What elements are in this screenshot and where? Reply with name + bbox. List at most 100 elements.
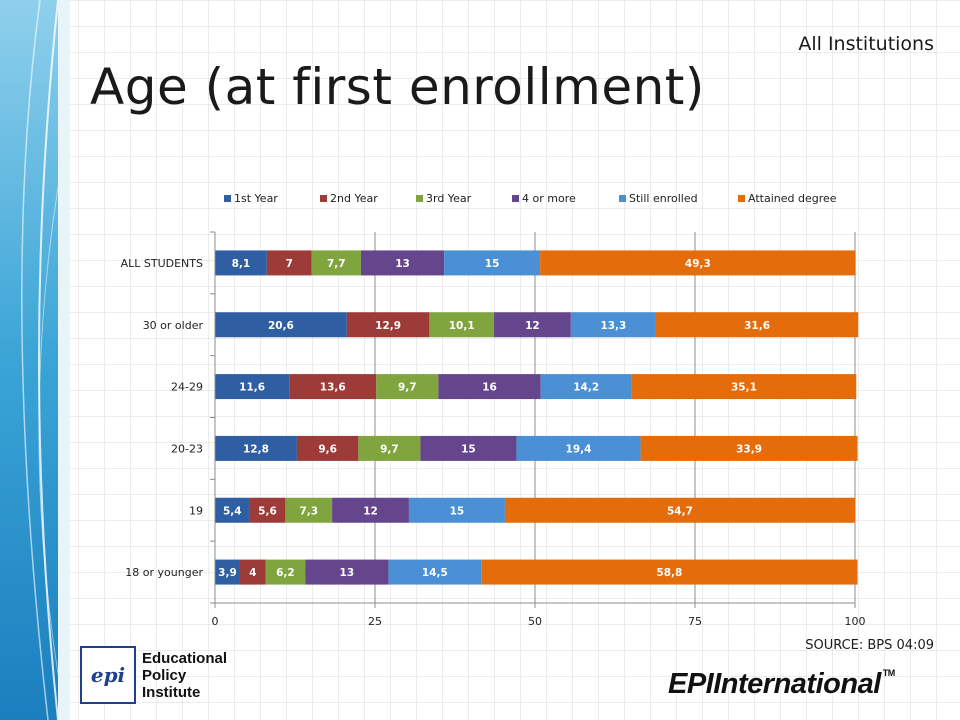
bar-label-0-2: 7,7 — [327, 258, 346, 270]
legend-label-0: 1st Year — [234, 192, 278, 205]
bar-3-4 — [516, 435, 641, 461]
legend-swatch-2 — [416, 195, 423, 202]
bar-0-5 — [540, 250, 856, 276]
bar-4-5 — [504, 497, 855, 523]
x-tick-label-1: 25 — [368, 615, 382, 628]
bar-2-0 — [215, 374, 290, 400]
bar-label-5-1: 4 — [249, 567, 256, 579]
legend-label-4: Still enrolled — [629, 192, 698, 205]
left-decorative-band — [0, 0, 70, 720]
bar-label-2-3: 16 — [482, 382, 497, 394]
bar-label-2-1: 13,6 — [320, 382, 346, 394]
bar-3-1 — [296, 435, 359, 461]
bar-1-4 — [570, 312, 656, 338]
bar-label-3-5: 33,9 — [736, 443, 762, 455]
bar-label-5-4: 14,5 — [422, 567, 448, 579]
category-label-2: 24-29 — [171, 381, 203, 394]
legend-swatch-3 — [512, 195, 519, 202]
epi-mark-icon: epi — [80, 646, 136, 704]
bar-label-1-3: 12 — [525, 320, 540, 332]
bar-label-1-4: 13,3 — [600, 320, 626, 332]
bar-label-0-4: 15 — [485, 258, 500, 270]
bar-1-0 — [215, 312, 347, 338]
bar-label-1-2: 10,1 — [449, 320, 475, 332]
bar-label-1-5: 31,6 — [744, 320, 770, 332]
bar-0-3 — [360, 250, 445, 276]
bar-1-2 — [429, 312, 495, 338]
bar-label-0-1: 7 — [286, 258, 293, 270]
bar-label-3-0: 12,8 — [243, 443, 269, 455]
bar-2-4 — [540, 374, 632, 400]
bar-label-1-0: 20,6 — [268, 320, 294, 332]
x-tick-label-2: 50 — [528, 615, 542, 628]
x-tick-label-0: 0 — [212, 615, 219, 628]
legend-swatch-5 — [738, 195, 745, 202]
bar-5-2 — [265, 559, 306, 585]
chart-legend: 1st Year 2nd Year 3rd Year 4 or more Still e… — [224, 192, 837, 205]
bar-5-4 — [388, 559, 482, 585]
bar-label-0-0: 8,1 — [232, 258, 251, 270]
educational-policy-institute-logo: epi Educational Policy Institute — [80, 646, 230, 706]
bar-1-3 — [494, 312, 571, 338]
epi-script-icon: epi — [91, 663, 125, 687]
bar-2-2 — [376, 374, 439, 400]
bar-label-3-2: 9,7 — [380, 443, 399, 455]
legend-label-1: 2nd Year — [330, 192, 378, 205]
bar-3-0 — [215, 435, 297, 461]
bar-0-1 — [266, 250, 312, 276]
trademark-mark: TM — [882, 668, 896, 678]
legend-label-3: 4 or more — [522, 192, 576, 205]
bar-4-1 — [249, 497, 286, 523]
category-label-4: 19 — [189, 504, 203, 517]
x-tick-label-3: 75 — [688, 615, 702, 628]
bar-label-2-4: 14,2 — [573, 382, 599, 394]
bar-5-5 — [481, 559, 858, 585]
bar-label-2-0: 11,6 — [239, 382, 265, 394]
bar-label-4-5: 54,7 — [667, 505, 693, 517]
bar-0-2 — [311, 250, 361, 276]
legend-label-5: Attained degree — [748, 192, 837, 205]
bar-3-2 — [358, 435, 421, 461]
bar-5-0 — [215, 559, 240, 585]
bar-0-4 — [444, 250, 541, 276]
bar-2-1 — [289, 374, 377, 400]
epi-international-wordmark: EPIInternational — [668, 668, 881, 700]
x-tick-label-4: 100 — [845, 615, 866, 628]
bar-0-0 — [215, 250, 267, 276]
bar-1-1 — [346, 312, 430, 338]
bar-label-4-2: 7,3 — [299, 505, 318, 517]
bar-label-2-5: 35,1 — [731, 382, 757, 394]
legend-swatch-1 — [320, 195, 327, 202]
bar-label-3-1: 9,6 — [318, 443, 337, 455]
bar-label-5-2: 6,2 — [276, 567, 295, 579]
bar-label-5-0: 3,9 — [218, 567, 237, 579]
bar-4-0 — [215, 497, 250, 523]
bar-3-3 — [420, 435, 517, 461]
bar-label-5-3: 13 — [340, 567, 355, 579]
bar-5-1 — [239, 559, 266, 585]
bar-label-5-5: 58,8 — [656, 567, 682, 579]
bar-label-1-1: 12,9 — [375, 320, 401, 332]
category-label-1: 30 or older — [143, 319, 204, 332]
legend-swatch-0 — [224, 195, 231, 202]
epi-mark-text: epi — [91, 663, 125, 687]
bar-label-0-3: 13 — [395, 258, 410, 270]
bar-4-2 — [285, 497, 333, 523]
bar-2-5 — [631, 374, 857, 400]
category-label-3: 20-23 — [171, 442, 203, 455]
bar-label-4-3: 12 — [363, 505, 378, 517]
bar-label-0-5: 49,3 — [685, 258, 711, 270]
bar-2-3 — [438, 374, 541, 400]
bar-label-4-0: 5,4 — [223, 505, 242, 517]
category-label-5: 18 or younger — [125, 566, 203, 579]
epi-international-logo: EPIInternational TM — [668, 668, 895, 701]
logo-line-3: Institute — [142, 684, 201, 701]
legend-label-2: 3rd Year — [426, 192, 472, 205]
logo-line-1: Educational — [142, 650, 228, 667]
chart-axes: ALL STUDENTS 30 or older 24-29 20-23 19 18 or… — [121, 231, 866, 628]
bar-5-3 — [305, 559, 389, 585]
bar-label-3-3: 15 — [461, 443, 476, 455]
bar-4-4 — [408, 497, 505, 523]
chart-gridlines — [374, 232, 856, 603]
